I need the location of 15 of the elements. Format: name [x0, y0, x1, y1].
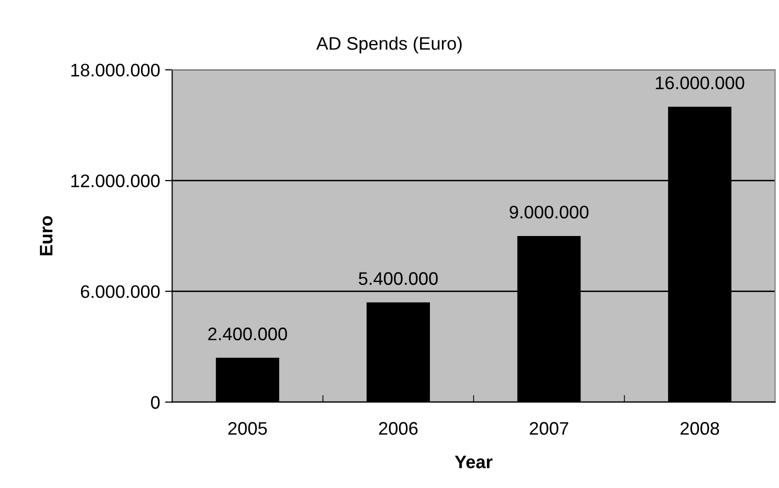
data-label: 16.000.000: [656, 76, 744, 90]
data-label: 2.400.000: [208, 328, 287, 340]
x-tick-label: 2008: [680, 422, 720, 435]
y-axis-title: Euro: [40, 216, 53, 256]
chart-title: AD Spends (Euro): [316, 36, 462, 54]
data-label: 5.400.000: [358, 272, 438, 285]
x-axis-title: Year: [454, 456, 492, 468]
y-tick-label: 18.000.000: [71, 64, 160, 77]
x-tick-label: 2007: [530, 422, 568, 435]
y-tick-label: 6.000.000: [80, 285, 160, 298]
data-label: 9.000.000: [510, 206, 588, 218]
y-tick-label: 12.000.000: [71, 174, 160, 188]
x-tick-label: 2005: [228, 422, 267, 435]
x-tick-label: 2006: [379, 422, 418, 435]
y-tick-label: 0: [151, 396, 160, 409]
